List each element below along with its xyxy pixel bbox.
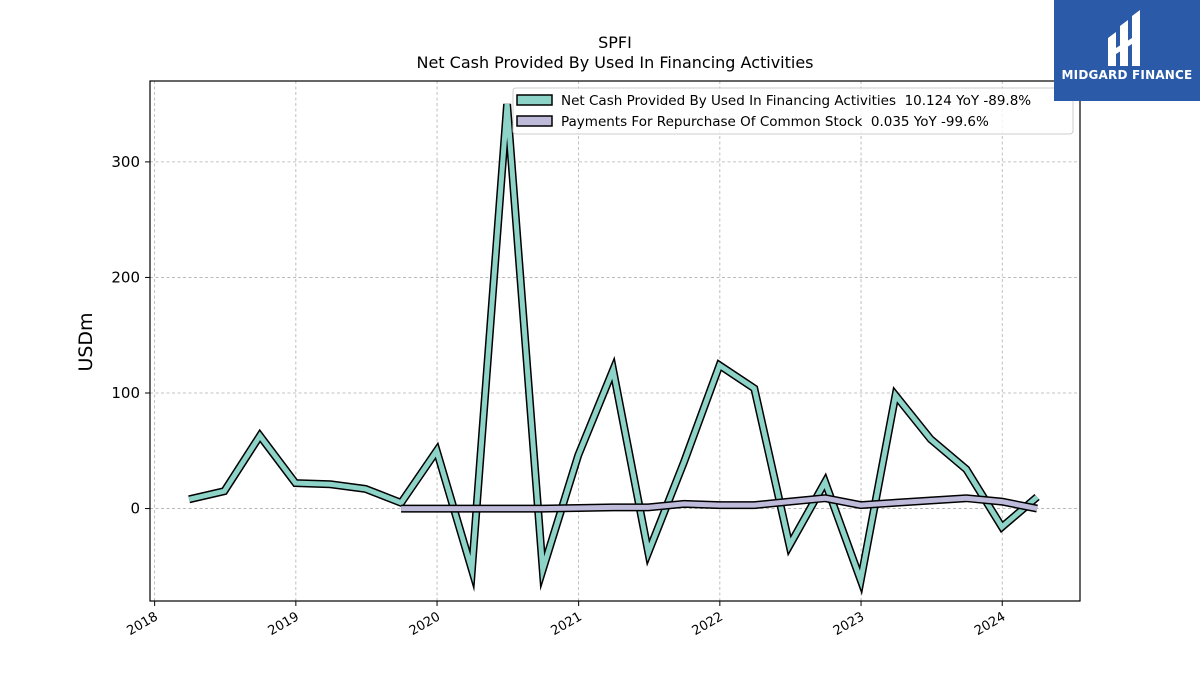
- plot-frame: [149, 80, 1081, 602]
- midgard-logo-icon: [1108, 10, 1140, 66]
- y-tick-label: 300: [111, 153, 140, 171]
- legend-label-repurchase: Payments For Repurchase Of Common Stock …: [561, 114, 989, 130]
- legend-box: [512, 87, 1074, 135]
- legend: Net Cash Provided By Used In Financing A…: [512, 87, 1074, 135]
- midgard-finance-logo: MIDGARD FINANCE: [1054, 0, 1200, 101]
- x-tick-label: 2024: [972, 609, 1008, 639]
- y-tick-label: 0: [130, 500, 140, 518]
- x-tick-label: 2022: [690, 609, 726, 639]
- y-tick-label: 100: [111, 384, 140, 402]
- legend-swatch-financing: [516, 94, 553, 106]
- chart-title: SPFI: [598, 33, 632, 52]
- grid: [150, 81, 1080, 601]
- x-tick-label: 2020: [407, 609, 443, 639]
- series-1: [401, 494, 1038, 513]
- legend-swatch-repurchase: [516, 115, 553, 127]
- x-tick-label: 2018: [124, 609, 160, 639]
- series-line: [401, 495, 1038, 512]
- axis-ticks: 0 100 200 300 2018 2019 2020 2021 2022 2023 2024: [111, 153, 1008, 639]
- logo-text: MIDGARD FINANCE: [1061, 68, 1193, 82]
- legend-label-financing: Net Cash Provided By Used In Financing A…: [561, 93, 1031, 109]
- y-axis-label: USDm: [75, 312, 97, 371]
- series-layer: [188, 103, 1040, 596]
- x-tick-label: 2019: [266, 609, 302, 639]
- y-tick-label: 200: [111, 268, 140, 286]
- series-line: [188, 103, 1039, 590]
- series-0: [188, 103, 1040, 596]
- x-tick-label: 2023: [831, 609, 867, 639]
- x-tick-label: 2021: [548, 609, 584, 639]
- chart-subtitle: Net Cash Provided By Used In Financing A…: [416, 53, 813, 72]
